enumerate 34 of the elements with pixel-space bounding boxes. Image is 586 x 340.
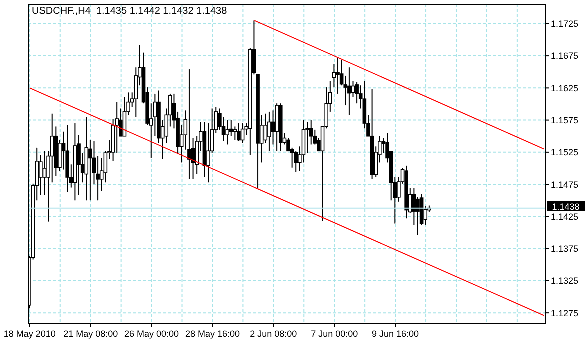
candlestick (233, 126, 238, 141)
y-tick-label: 1.1325 (551, 276, 579, 286)
x-tick-label: 21 May 08:00 (64, 329, 118, 339)
candlestick (416, 196, 420, 236)
y-tick-label: 1.1725 (551, 19, 579, 30)
candlestick (336, 57, 340, 94)
candlestick (240, 123, 245, 144)
candlestick (226, 120, 230, 146)
candlestick (88, 140, 92, 202)
candlestick (268, 111, 272, 152)
candlestick (294, 150, 298, 173)
x-tick-label: 2 Jun 08:00 (250, 329, 298, 339)
y-tick-label: 1.1625 (551, 83, 579, 94)
ref-line-label: 1.1438 (552, 202, 580, 212)
chart-title: USDCHF.,H4 1.1435 1.1442 1.1432 1.1438 (32, 6, 228, 17)
x-tick-label: 7 Jun 00:00 (311, 329, 358, 339)
y-tick-label: 1.1675 (551, 51, 579, 62)
candlestick (355, 82, 359, 104)
candlestick (188, 69, 192, 180)
y-tick-label: 1.1375 (551, 244, 579, 254)
y-tick-label: 1.1575 (551, 116, 579, 126)
y-tick-label: 1.1275 (551, 308, 579, 318)
candlestick (348, 67, 352, 116)
x-tick-label: 26 May 00:00 (124, 329, 180, 339)
candlestick (237, 123, 241, 142)
y-tick-label: 1.1475 (551, 180, 579, 190)
y-tick-label: 1.1525 (551, 148, 579, 158)
candlestick (39, 154, 43, 196)
y-tick-label: 1.1425 (551, 212, 579, 222)
x-tick-label: 9 Jun 16:00 (372, 329, 420, 339)
candlestick (42, 150, 47, 196)
x-tick-label: 28 May 16:00 (185, 329, 240, 339)
x-tick-label: 18 May 2010 (4, 329, 56, 339)
candlestick (351, 80, 356, 98)
